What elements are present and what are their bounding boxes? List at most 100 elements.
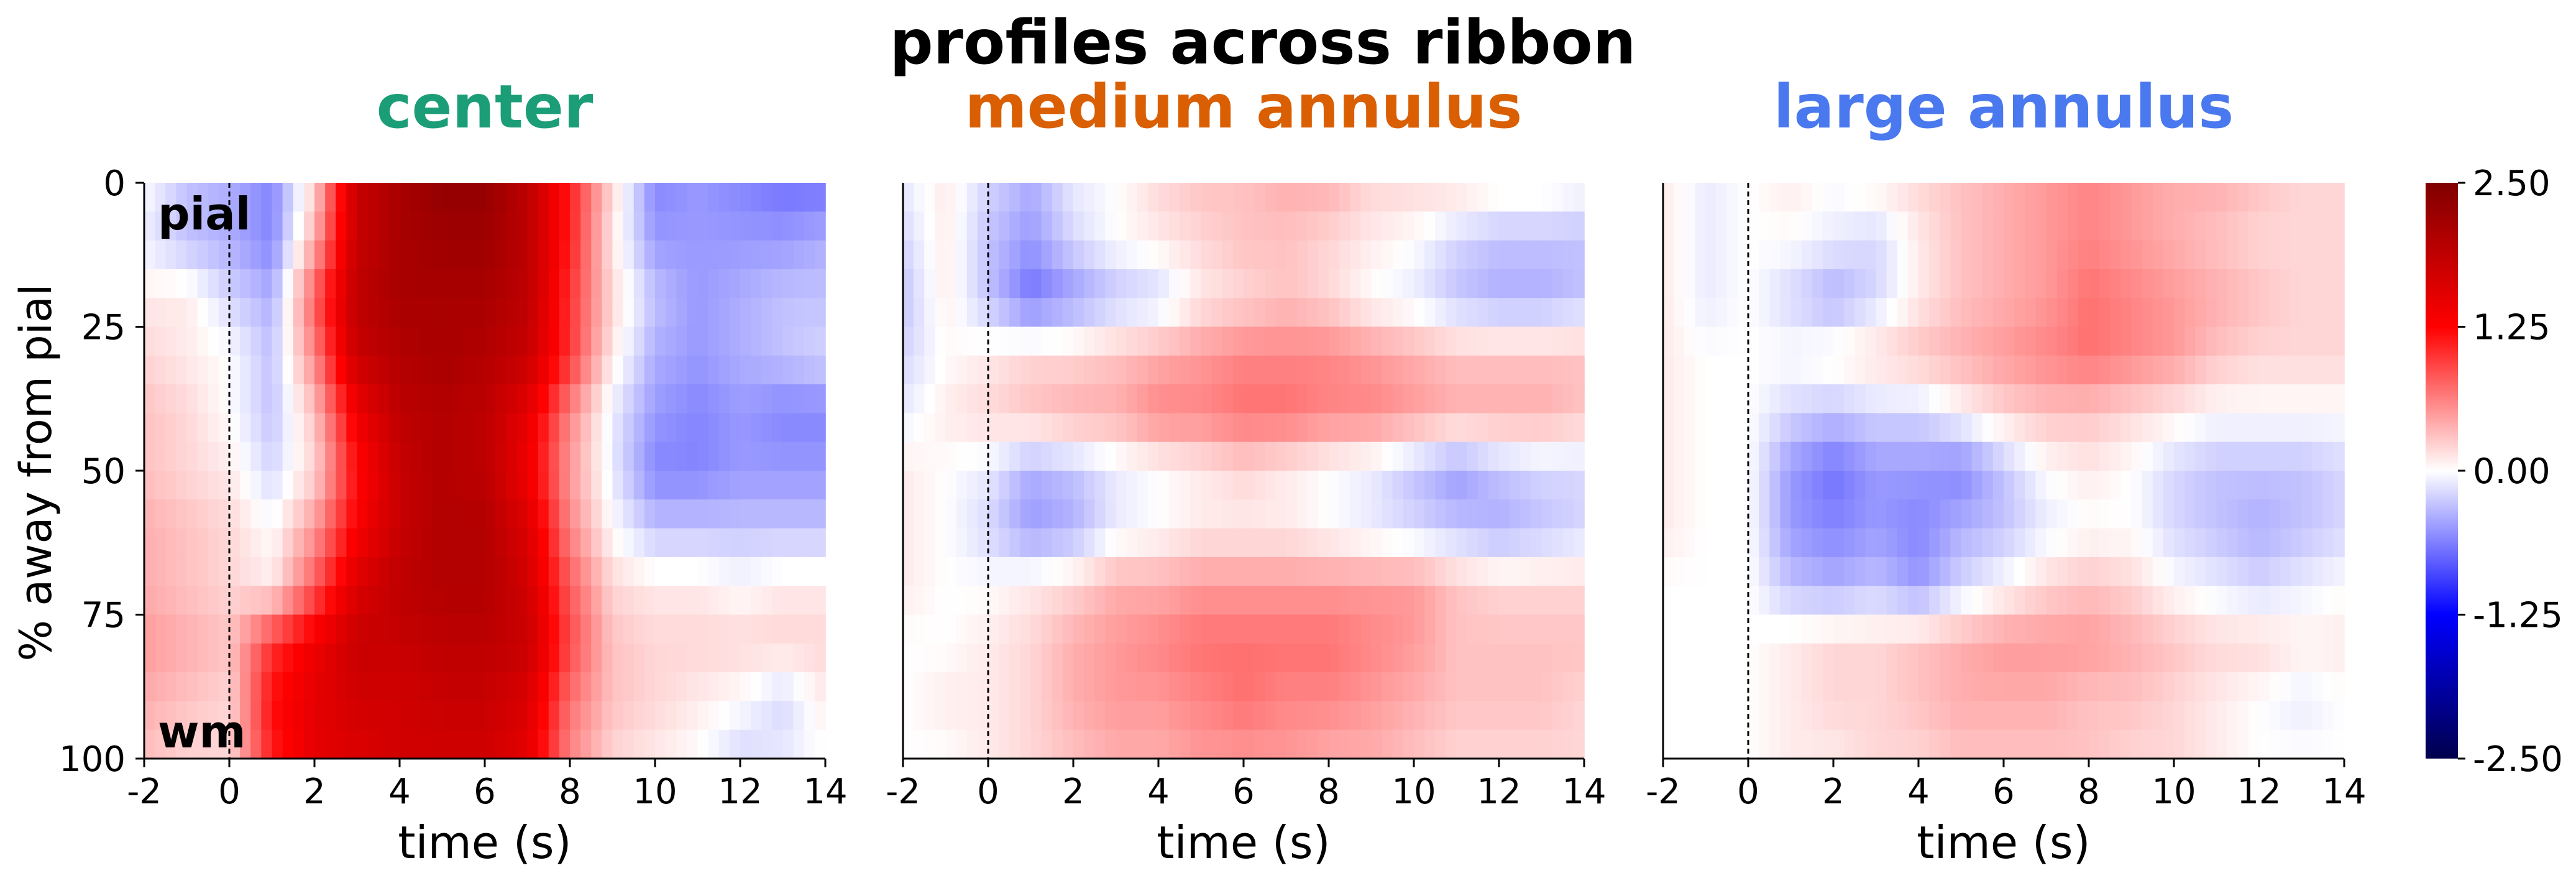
heatmap-cell <box>1116 729 1127 759</box>
heatmap-cell <box>144 269 155 298</box>
heatmap-cell <box>2004 471 2015 501</box>
heatmap-cell <box>378 240 390 270</box>
heatmap-cell <box>1716 298 1728 328</box>
heatmap-cell <box>165 729 177 759</box>
heatmap-cell <box>559 614 571 644</box>
heatmap-cell <box>644 298 656 328</box>
x-tick-label: 8 <box>559 772 581 812</box>
heatmap-cell <box>2056 211 2068 241</box>
heatmap-cell <box>1350 701 1362 731</box>
heatmap-cell <box>602 240 613 270</box>
heatmap-cell <box>935 441 947 471</box>
heatmap-cell <box>2025 614 2037 644</box>
heatmap-cell <box>1950 384 1962 414</box>
heatmap-cell <box>2333 586 2345 616</box>
heatmap-cell <box>623 441 635 471</box>
heatmap-cell <box>2237 240 2249 270</box>
heatmap-cell <box>729 183 741 213</box>
heatmap-cell <box>580 701 592 731</box>
heatmap-cell <box>1116 240 1127 270</box>
heatmap-cell <box>186 240 198 270</box>
heatmap-cell <box>903 298 914 328</box>
heatmap-cell <box>655 557 666 586</box>
heatmap-cell <box>176 413 188 443</box>
heatmap-cell <box>729 672 741 702</box>
heatmap-cell <box>2184 211 2196 241</box>
heatmap-cell <box>1158 701 1170 731</box>
heatmap-cell <box>772 701 784 731</box>
heatmap-cell <box>1801 729 1813 759</box>
heatmap-cell <box>2046 471 2058 501</box>
heatmap-cell <box>1158 384 1170 414</box>
heatmap-cell <box>1222 211 1234 241</box>
heatmap-cell <box>155 586 167 616</box>
heatmap-cell <box>1329 240 1340 270</box>
heatmap-cell <box>1705 413 1717 443</box>
heatmap-cell <box>1663 183 1674 213</box>
heatmap-cell <box>229 211 241 241</box>
heatmap-cell <box>1716 240 1728 270</box>
heatmap-cell <box>293 355 305 385</box>
heatmap-cell <box>176 701 188 731</box>
heatmap-cell <box>378 269 390 298</box>
heatmap-cell <box>1488 701 1500 731</box>
heatmap-cell <box>431 672 443 702</box>
heatmap-cell <box>527 643 539 673</box>
heatmap-cell <box>2110 729 2122 759</box>
heatmap-cell <box>1296 413 1308 443</box>
heatmap-cell <box>1180 298 1191 328</box>
heatmap-cell <box>2195 384 2207 414</box>
heatmap-cell <box>570 211 581 241</box>
heatmap-cell <box>1759 298 1771 328</box>
heatmap-cell <box>1456 586 1468 616</box>
heatmap-cell <box>261 499 273 529</box>
heatmap-cell <box>1982 729 1994 759</box>
heatmap-cell <box>1499 413 1510 443</box>
heatmap-cell <box>1265 240 1277 270</box>
heatmap-cell <box>2174 672 2185 702</box>
heatmap-cell <box>1695 528 1707 558</box>
heatmap-cell <box>1424 183 1436 213</box>
heatmap-cell <box>1737 586 1749 616</box>
heatmap-cell <box>1169 269 1181 298</box>
heatmap-cell <box>1435 557 1447 586</box>
heatmap-cell <box>474 729 485 759</box>
heatmap-cell <box>240 269 252 298</box>
heatmap-cell <box>1041 298 1053 328</box>
heatmap-cell <box>1940 413 1951 443</box>
heatmap-cell <box>1854 355 1866 385</box>
heatmap-cell <box>485 471 496 501</box>
heatmap-cell <box>1822 528 1834 558</box>
heatmap-cell <box>1232 326 1244 356</box>
heatmap-cell <box>2301 557 2313 586</box>
heatmap-cell <box>2025 384 2037 414</box>
heatmap-cell <box>2195 701 2207 731</box>
heatmap-cell <box>697 471 709 501</box>
heatmap-cell <box>2142 586 2153 616</box>
heatmap-cell <box>1780 586 1792 616</box>
heatmap-cell <box>1961 528 1973 558</box>
heatmap-cell <box>1812 528 1823 558</box>
heatmap-cell <box>559 701 571 731</box>
heatmap-cell <box>431 614 443 644</box>
heatmap-cell <box>729 211 741 241</box>
heatmap-cell <box>1329 441 1340 471</box>
heatmap-cell <box>346 298 358 328</box>
heatmap-cell <box>431 384 443 414</box>
heatmap-cell <box>421 614 433 644</box>
heatmap-cell <box>1822 183 1834 213</box>
heatmap-cell <box>687 672 699 702</box>
heatmap-cell <box>1477 643 1489 673</box>
heatmap-cell <box>1541 729 1553 759</box>
heatmap-cell <box>1769 499 1781 529</box>
heatmap-cell <box>924 355 936 385</box>
heatmap-cell <box>1897 355 1909 385</box>
heatmap-cell <box>1244 643 1255 673</box>
heatmap-cell <box>261 557 273 586</box>
heatmap-cell <box>1360 672 1372 702</box>
heatmap-cell <box>548 183 560 213</box>
heatmap-cell <box>1950 672 1962 702</box>
heatmap-cell <box>1663 729 1674 759</box>
heatmap-cell <box>623 240 635 270</box>
heatmap-cell <box>516 586 528 616</box>
